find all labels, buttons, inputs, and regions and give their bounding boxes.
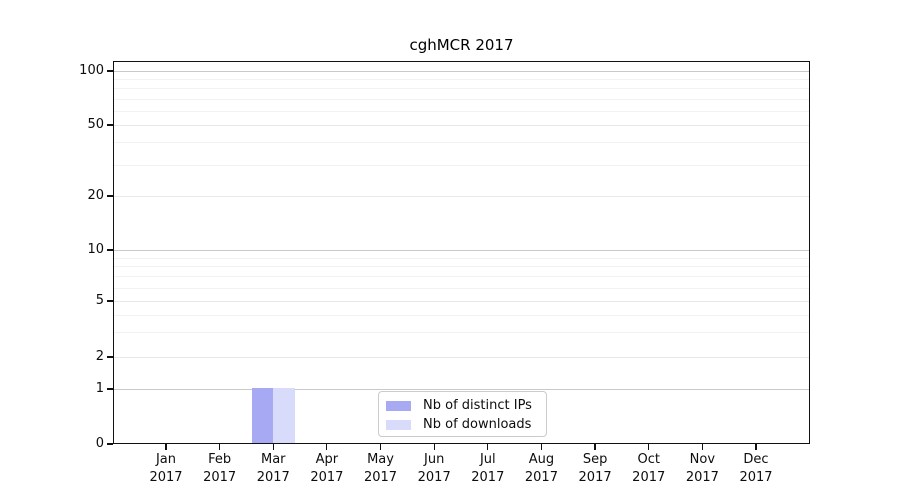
bar-nb-of-downloads-mar-2017 xyxy=(273,388,295,443)
x-tick-label-jan-2017: Jan 2017 xyxy=(134,451,198,487)
legend: Nb of distinct IPs Nb of downloads xyxy=(378,391,547,437)
x-tick-label-aug-2017: Aug 2017 xyxy=(509,451,573,487)
gridline-30 xyxy=(114,164,809,166)
y-tick-mark-10 xyxy=(107,249,113,251)
x-tick-year: 2017 xyxy=(203,470,237,485)
y-tick-mark-50 xyxy=(107,124,113,126)
y-tick-label-0: 0 xyxy=(95,436,104,451)
x-tick-mark-apr-2017 xyxy=(326,444,328,450)
y-tick-label-1: 1 xyxy=(95,381,104,396)
gridline-8 xyxy=(114,266,809,268)
gridline-2 xyxy=(114,357,809,358)
y-tick-mark-5 xyxy=(107,300,113,302)
x-tick-year: 2017 xyxy=(578,470,612,485)
gridline-3 xyxy=(114,332,809,334)
gridline-90 xyxy=(114,79,809,81)
y-tick-mark-100 xyxy=(107,70,113,72)
gridline-100 xyxy=(114,71,809,72)
legend-swatch-downloads xyxy=(386,419,411,430)
gridline-9 xyxy=(114,257,809,259)
x-tick-year: 2017 xyxy=(632,470,666,485)
gridline-20 xyxy=(114,196,809,197)
x-tick-label-feb-2017: Feb 2017 xyxy=(188,451,252,487)
legend-swatch-distinct-ips xyxy=(386,400,411,411)
x-tick-label-jun-2017: Jun 2017 xyxy=(402,451,466,487)
x-tick-month: Sep xyxy=(582,452,608,467)
y-tick-mark-2 xyxy=(107,356,113,358)
legend-item-distinct-ips: Nb of distinct IPs xyxy=(386,396,546,415)
x-tick-mark-oct-2017 xyxy=(648,444,650,450)
gridline-50 xyxy=(114,125,809,126)
bar-nb-of-distinct-ips-mar-2017 xyxy=(251,388,274,443)
x-tick-label-dec-2017: Dec 2017 xyxy=(724,451,788,487)
gridline-70 xyxy=(114,98,809,100)
x-tick-mark-may-2017 xyxy=(379,444,382,450)
y-tick-label-20: 20 xyxy=(87,188,104,203)
x-tick-mark-dec-2017 xyxy=(755,444,757,450)
gridline-1 xyxy=(114,389,809,390)
x-tick-mark-jan-2017 xyxy=(165,444,167,450)
x-tick-month: Nov xyxy=(689,452,716,467)
gridline-4 xyxy=(114,314,809,316)
legend-label-downloads: Nb of downloads xyxy=(423,417,532,432)
gridline-6 xyxy=(114,287,809,289)
x-tick-year: 2017 xyxy=(739,470,773,485)
x-tick-month: Feb xyxy=(208,452,232,467)
x-tick-month: Jul xyxy=(479,452,496,467)
x-tick-mark-feb-2017 xyxy=(219,444,221,450)
x-tick-month: Mar xyxy=(261,452,286,467)
y-tick-mark-0 xyxy=(107,443,113,445)
x-tick-month: Oct xyxy=(637,452,660,467)
x-tick-label-may-2017: May 2017 xyxy=(349,451,413,487)
chart-title: cghMCR 2017 xyxy=(409,36,514,54)
x-tick-label-apr-2017: Apr 2017 xyxy=(295,451,359,487)
x-tick-mark-jul-2017 xyxy=(487,444,489,450)
y-tick-label-100: 100 xyxy=(79,63,104,78)
x-tick-mark-jun-2017 xyxy=(433,444,435,450)
x-tick-mark-aug-2017 xyxy=(540,444,543,450)
x-tick-year: 2017 xyxy=(685,470,719,485)
y-tick-label-10: 10 xyxy=(87,242,104,257)
x-tick-mark-sep-2017 xyxy=(594,444,596,450)
x-tick-year: 2017 xyxy=(310,470,344,485)
legend-item-downloads: Nb of downloads xyxy=(386,415,546,434)
x-tick-year: 2017 xyxy=(149,470,183,485)
x-tick-month: May xyxy=(367,452,394,467)
x-tick-mark-mar-2017 xyxy=(272,444,274,450)
x-tick-label-mar-2017: Mar 2017 xyxy=(241,451,305,487)
gridline-5 xyxy=(114,301,809,302)
y-tick-label-50: 50 xyxy=(87,117,104,132)
x-tick-label-oct-2017: Oct 2017 xyxy=(617,451,681,487)
y-tick-mark-20 xyxy=(107,195,113,197)
x-tick-mark-nov-2017 xyxy=(701,444,703,450)
x-tick-year: 2017 xyxy=(363,470,398,485)
x-tick-year: 2017 xyxy=(417,470,451,485)
legend-label-distinct-ips: Nb of distinct IPs xyxy=(423,398,532,413)
x-tick-month: Dec xyxy=(743,452,769,467)
gridline-10 xyxy=(114,250,809,251)
gridline-80 xyxy=(114,88,809,90)
x-tick-year: 2017 xyxy=(471,470,505,485)
x-tick-month: Jun xyxy=(424,452,445,467)
x-tick-month: Apr xyxy=(315,452,339,467)
gridline-7 xyxy=(114,276,809,278)
plot-area xyxy=(113,61,810,444)
y-tick-label-5: 5 xyxy=(95,293,104,308)
y-tick-mark-1 xyxy=(107,388,113,390)
x-tick-label-sep-2017: Sep 2017 xyxy=(563,451,627,487)
gridline-40 xyxy=(114,142,809,144)
y-tick-label-2: 2 xyxy=(95,349,104,364)
gridline-60 xyxy=(114,110,809,112)
x-tick-month: Aug xyxy=(528,452,555,467)
x-tick-year: 2017 xyxy=(256,470,290,485)
x-tick-month: Jan xyxy=(155,452,177,467)
x-tick-label-jul-2017: Jul 2017 xyxy=(456,451,520,487)
x-tick-label-nov-2017: Nov 2017 xyxy=(670,451,734,487)
x-tick-year: 2017 xyxy=(524,470,558,485)
